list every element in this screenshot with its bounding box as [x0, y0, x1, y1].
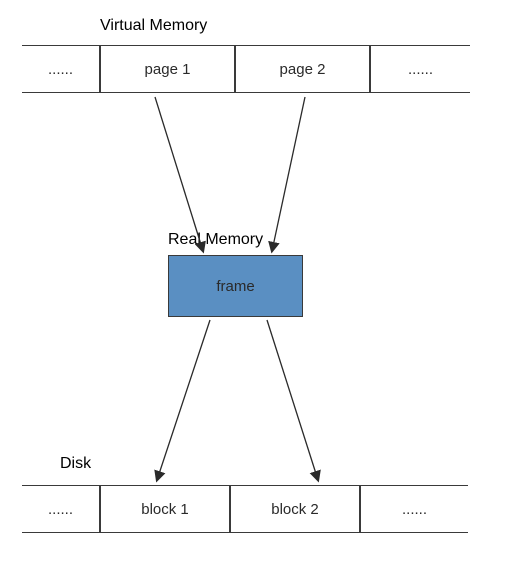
virtual-cell: page 2: [235, 45, 370, 93]
arrow: [272, 97, 305, 251]
disk-label: Disk: [60, 455, 91, 473]
frame-text: frame: [216, 278, 254, 295]
virtual-cell: ......: [370, 45, 470, 93]
virtual-memory-label: Virtual Memory: [100, 17, 207, 35]
real-memory-label: Real Memory: [168, 231, 263, 249]
disk-row: ......block 1block 2......: [22, 485, 468, 533]
virtual-cell: ......: [22, 45, 100, 93]
virtual-memory-row: ......page 1page 2......: [22, 45, 470, 93]
disk-cell: block 1: [100, 485, 230, 533]
disk-cell: block 2: [230, 485, 360, 533]
arrow: [157, 320, 210, 480]
arrow: [155, 97, 203, 251]
arrow: [267, 320, 318, 480]
disk-cell: ......: [22, 485, 100, 533]
frame-box: frame: [168, 255, 303, 317]
memory-diagram: Virtual Memory ......page 1page 2...... …: [0, 0, 506, 569]
virtual-cell: page 1: [100, 45, 235, 93]
disk-cell: ......: [360, 485, 468, 533]
